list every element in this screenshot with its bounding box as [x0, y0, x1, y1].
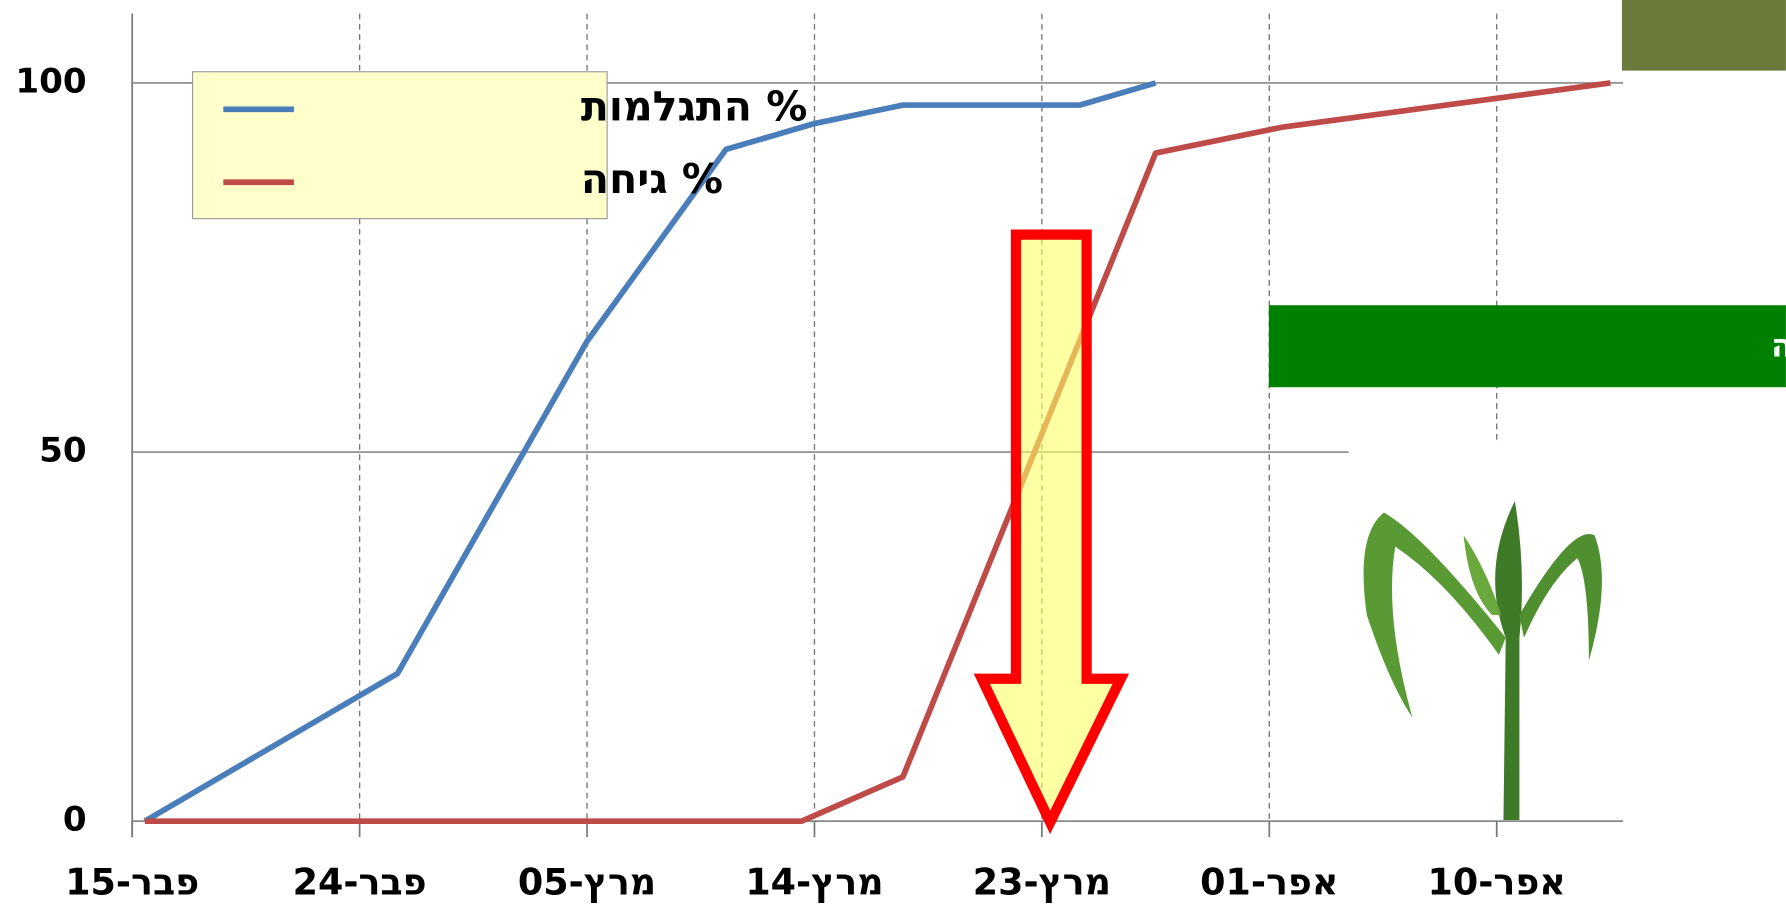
x-tick-label: 14-מרץ: [745, 860, 883, 903]
grid: 0 50 100 15-פבר 24-פבר 05-מרץ 14-מרץ 23-מרץ 01-א…: [15, 13, 1624, 903]
y-tick-label: 0: [63, 800, 87, 840]
series-line: [143, 80, 1157, 824]
x-tick-label: 15-פבר: [65, 860, 199, 903]
plant-image: [1348, 444, 1625, 821]
x-tick-label: 05-מרץ: [518, 860, 656, 903]
x-tick-label: 23-מרץ: [973, 860, 1111, 903]
legend-label: % גיחה: [581, 155, 723, 203]
annotation: זריעות ראשונות בעונה: [1771, 326, 1786, 364]
annotation-box: [1268, 305, 1786, 388]
x-tick-label: 10-אפר: [1428, 860, 1566, 903]
legend-label: % התגלמות: [581, 82, 807, 130]
y-tick-label: 100: [15, 61, 86, 101]
lines: [143, 80, 1611, 825]
x-tick-label: 24-פבר: [293, 860, 427, 903]
x-tick-label: 01-אפר: [1200, 860, 1338, 903]
series-line: [144, 80, 1611, 825]
y-tick-label: 50: [39, 431, 87, 471]
legend: % התגלמות % גיחה: [191, 71, 807, 220]
arrow: [973, 229, 1130, 835]
legend-box: [191, 71, 608, 220]
corner-image: [1621, 0, 1786, 71]
